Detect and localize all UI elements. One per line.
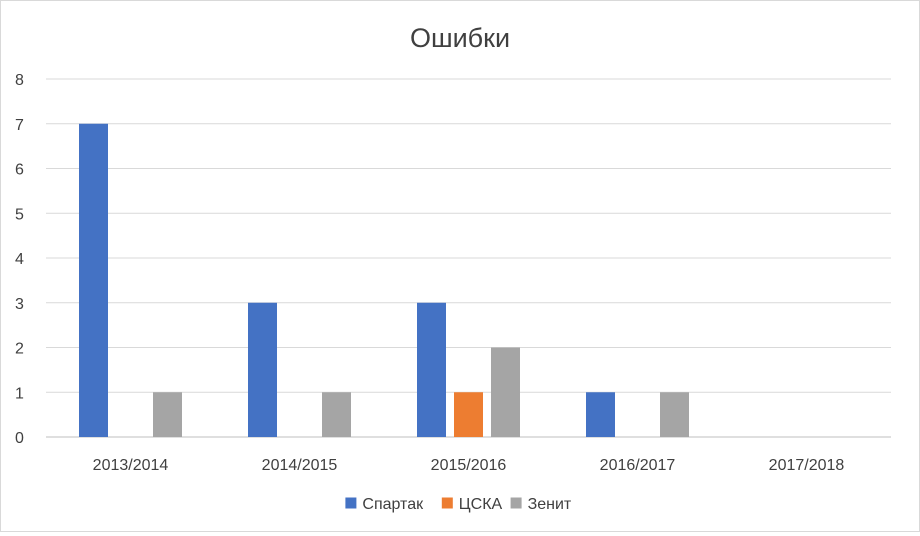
legend: Спартак ЦСКА Зенит <box>345 496 572 513</box>
y-axis-ticks: 0 1 2 3 4 5 6 7 8 <box>15 72 24 447</box>
bar <box>322 392 351 437</box>
y-tick-label: 5 <box>15 206 24 223</box>
bars <box>79 123 689 437</box>
bar <box>417 302 446 437</box>
y-tick-label: 8 <box>15 72 24 89</box>
legend-label: Зенит <box>528 496 572 513</box>
legend-swatch <box>345 497 357 509</box>
bar <box>248 302 277 437</box>
bar <box>491 347 520 437</box>
legend-swatch <box>441 497 453 509</box>
legend-swatch <box>510 497 522 509</box>
x-tick-label: 2014/2015 <box>262 457 338 474</box>
y-tick-label: 1 <box>15 385 24 402</box>
y-tick-label: 0 <box>15 430 24 447</box>
x-tick-label: 2015/2016 <box>431 457 507 474</box>
legend-item: Зенит <box>510 496 572 513</box>
gridlines <box>46 78 891 438</box>
y-tick-label: 6 <box>15 162 24 179</box>
bar <box>586 392 615 437</box>
bar <box>454 392 483 437</box>
x-tick-label: 2017/2018 <box>769 457 845 474</box>
legend-item: ЦСКА <box>441 496 503 513</box>
x-axis-ticks: 2013/2014 2014/2015 2015/2016 2016/2017 2017… <box>93 457 845 474</box>
legend-item: Спартак <box>345 496 424 513</box>
y-tick-label: 4 <box>15 251 24 268</box>
legend-label: ЦСКА <box>459 496 503 513</box>
x-tick-label: 2016/2017 <box>600 457 676 474</box>
bar <box>153 392 182 437</box>
bar <box>79 123 108 437</box>
bar <box>660 392 689 437</box>
x-tick-label: 2013/2014 <box>93 457 169 474</box>
chart-title: Ошибки <box>410 23 510 53</box>
legend-label: Спартак <box>362 496 424 513</box>
y-tick-label: 3 <box>15 296 24 313</box>
y-tick-label: 7 <box>15 117 24 134</box>
y-tick-label: 2 <box>15 341 24 358</box>
